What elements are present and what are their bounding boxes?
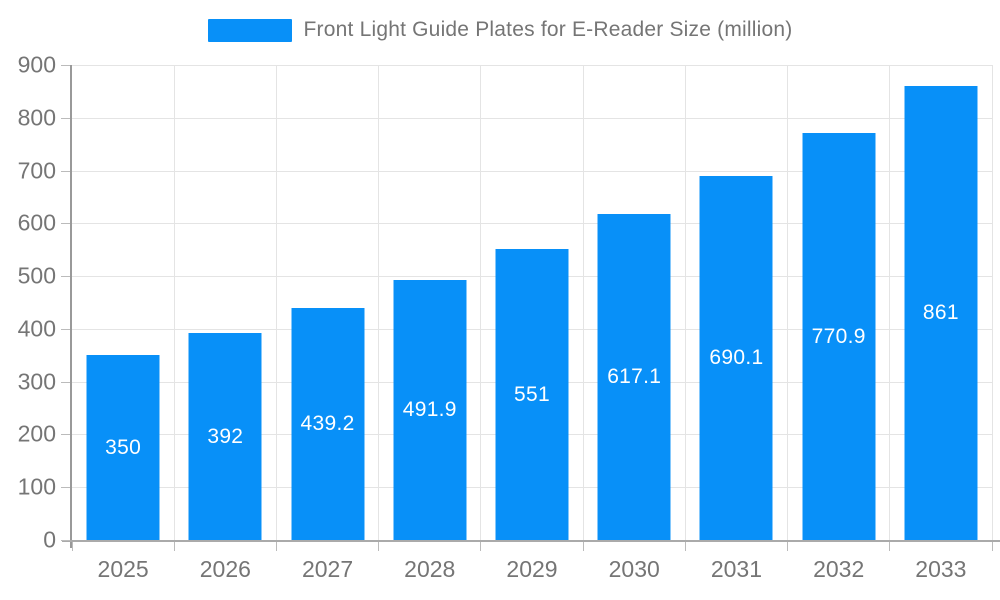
legend-item[interactable]: Front Light Guide Plates for E-Reader Si… — [0, 18, 1000, 42]
y-axis-label: 700 — [17, 157, 56, 184]
x-axis-label: 2030 — [608, 556, 660, 582]
bar-2033: 861 — [904, 85, 978, 540]
gridline-vertical — [991, 65, 993, 540]
y-axis-tick — [61, 381, 70, 383]
bar-2027: 439.2 — [291, 308, 365, 540]
y-axis-label: 900 — [17, 51, 56, 78]
bar-value-label: 491.9 — [402, 398, 457, 422]
x-axis-tick — [173, 542, 175, 551]
bar-2028: 491.9 — [393, 280, 467, 540]
y-axis-tick — [61, 65, 70, 66]
gridline-vertical — [275, 65, 277, 540]
x-axis-label: 2029 — [506, 556, 558, 582]
x-axis-tick — [378, 542, 380, 551]
y-axis-tick — [61, 328, 70, 330]
y-axis-label: 0 — [43, 526, 56, 553]
y-axis-tick — [61, 487, 70, 489]
y-axis-label: 200 — [17, 420, 56, 447]
bar-value-label: 439.2 — [300, 412, 355, 436]
bar-value-label: 350 — [105, 435, 142, 459]
gridline-vertical — [787, 65, 789, 540]
y-axis-tick — [61, 540, 70, 541]
gridline-horizontal — [72, 170, 992, 172]
gridline-vertical — [684, 65, 686, 540]
bar-value-label: 617.1 — [607, 365, 662, 389]
bar-value-label: 551 — [514, 382, 550, 406]
y-axis-tick — [61, 170, 70, 172]
x-axis-tick — [787, 542, 789, 551]
bar-value-label: 861 — [922, 300, 959, 324]
y-axis-tick — [61, 223, 70, 225]
bar-2025: 350 — [86, 355, 160, 540]
x-axis-tick — [684, 542, 686, 551]
gridline-horizontal — [72, 65, 992, 66]
x-axis-tick — [991, 542, 993, 551]
x-axis-tick — [275, 542, 277, 551]
y-axis-tick — [61, 117, 70, 119]
bar-2026: 392 — [188, 333, 262, 540]
plot-area: 0 100 200 300 400 500 600 700 800 900 350 2025 392 20… — [18, 52, 1000, 582]
x-axis-label: 2031 — [710, 556, 763, 582]
y-axis-label: 800 — [17, 104, 56, 131]
legend-swatch — [207, 18, 292, 42]
x-axis-tick — [889, 542, 891, 551]
y-axis-line — [70, 65, 72, 548]
y-axis-label: 600 — [17, 209, 56, 236]
y-axis-label: 100 — [17, 473, 56, 500]
bar-2030: 617.1 — [597, 214, 671, 540]
bar-2031: 690.1 — [699, 175, 773, 540]
y-axis-label: 500 — [17, 262, 56, 289]
gridline-horizontal — [72, 223, 992, 225]
bar-2029: 551 — [495, 249, 569, 540]
bar-value-label: 770.9 — [811, 324, 866, 348]
y-axis-tick — [61, 434, 70, 436]
bar-2032: 770.9 — [802, 133, 876, 540]
gridline-vertical — [582, 65, 584, 540]
y-axis-tick — [61, 276, 70, 278]
x-axis-label: 2027 — [301, 556, 354, 582]
gridline-vertical — [480, 65, 482, 540]
x-axis-label: 2026 — [199, 556, 251, 582]
y-axis-label: 400 — [17, 315, 56, 342]
gridline-vertical — [889, 65, 891, 540]
bar-value-label: 690.1 — [709, 345, 764, 369]
x-axis-line — [62, 540, 1000, 542]
gridline-vertical — [378, 65, 380, 540]
y-axis-label: 300 — [17, 368, 56, 395]
gridline-horizontal — [72, 117, 992, 119]
x-axis-tick — [71, 542, 73, 551]
x-axis-label: 2028 — [404, 556, 456, 582]
x-axis-label: 2025 — [97, 556, 149, 582]
bar-value-label: 392 — [207, 424, 244, 448]
x-axis-tick — [480, 542, 482, 551]
legend-label: Front Light Guide Plates for E-Reader Si… — [303, 18, 793, 41]
x-axis-label: 2032 — [813, 556, 865, 582]
gridline-vertical — [173, 65, 175, 540]
x-axis-tick — [582, 542, 584, 551]
x-axis-label: 2033 — [915, 556, 967, 582]
